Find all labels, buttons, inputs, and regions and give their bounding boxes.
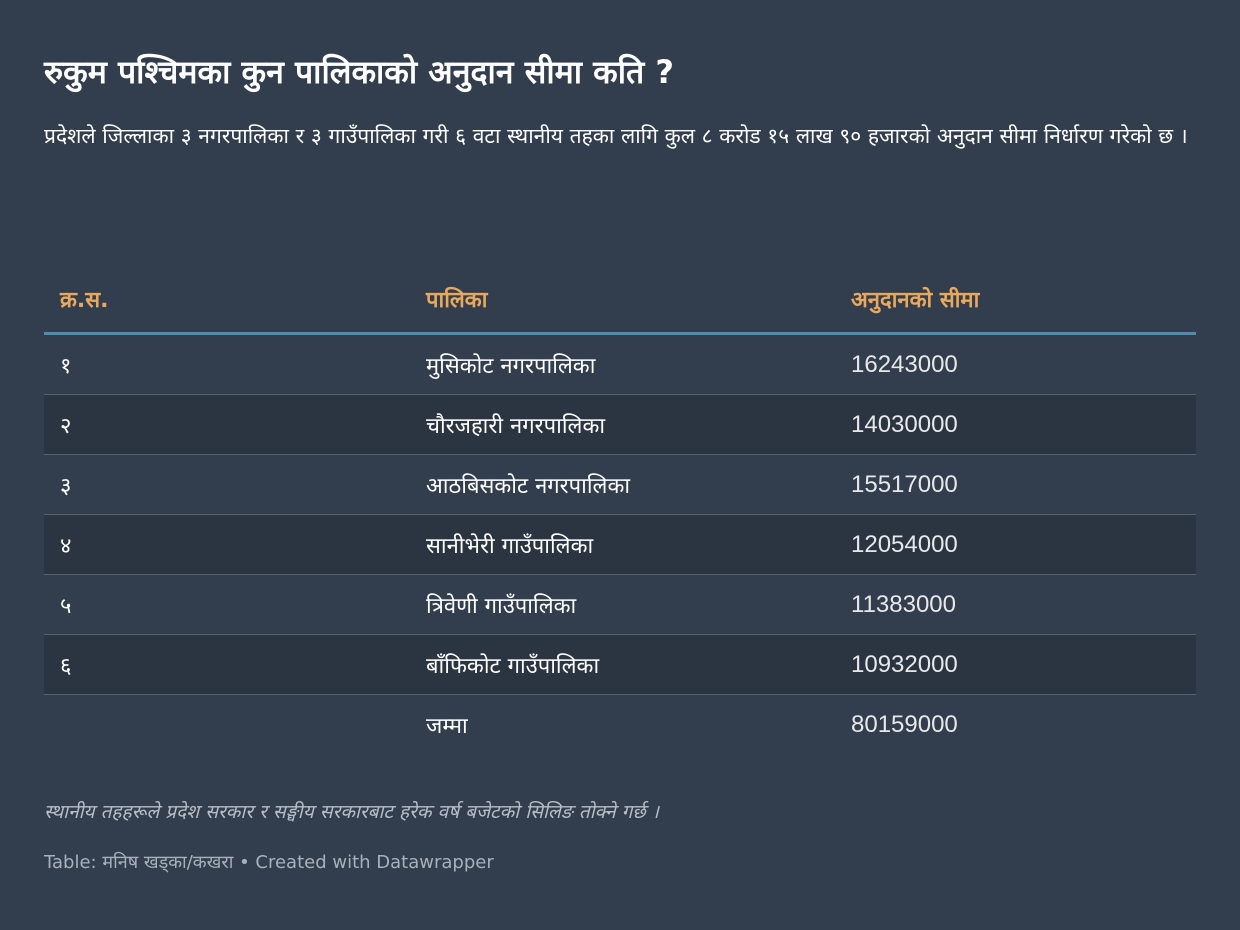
table-cell: ४ xyxy=(44,514,426,575)
data-table: क्र.स. पालिका अनुदानको सीमा १ मुसिकोट नगरपा… xyxy=(44,266,1196,754)
table-row: १ मुसिकोट नगरपालिका 16243000 xyxy=(44,333,1196,395)
title: रुकुम पश्चिमका कुन पालिकाको अनुदान सीमा … xyxy=(44,53,674,91)
table-cell: 11383000 xyxy=(851,574,1196,635)
table-cell: त्रिवेणी गाउँपालिका xyxy=(426,574,851,635)
table-row: ६ बाँफिकोट गाउँपालिका 10932000 xyxy=(44,634,1196,695)
table-cell: १ xyxy=(44,333,426,395)
table-cell: 10932000 xyxy=(851,634,1196,695)
table-body: १ मुसिकोट नगरपालिका 16243000 २ चौरजहारी नगरप… xyxy=(44,333,1196,755)
table-cell: चौरजहारी नगरपालिका xyxy=(426,394,851,455)
note: स्थानीय तहहरूले प्रदेश सरकार र सङ्घीय सर… xyxy=(44,801,659,823)
header-row: क्र.स. पालिका अनुदानको सीमा xyxy=(44,266,1196,335)
table-row: ५ त्रिवेणी गाउँपालिका 11383000 xyxy=(44,574,1196,635)
table-cell: 80159000 xyxy=(851,710,958,738)
table-cell: बाँफिकोट गाउँपालिका xyxy=(426,634,851,695)
table-cell: 12054000 xyxy=(851,514,1196,575)
table-cell: जम्मा xyxy=(426,713,468,739)
table-row: ३ आठबिसकोट नगरपालिका 15517000 xyxy=(44,454,1196,515)
table-cell: ३ xyxy=(44,454,426,515)
table-cell: 16243000 xyxy=(851,333,1196,395)
column-header: क्र.स. xyxy=(44,266,426,335)
table-row: ४ सानीभेरी गाउँपालिका 12054000 xyxy=(44,514,1196,575)
table-cell: ५ xyxy=(44,574,426,635)
table-cell xyxy=(44,695,426,755)
source: Table: मनिष खड्का/कखरा • Created with Da… xyxy=(44,852,494,873)
table-cell: 15517000 xyxy=(851,454,1196,515)
table-cell: मुसिकोट नगरपालिका xyxy=(426,333,851,395)
table-cell: सानीभेरी गाउँपालिका xyxy=(426,514,851,575)
table-cell: 14030000 xyxy=(851,394,1196,455)
column-header: अनुदानको सीमा xyxy=(851,266,1196,335)
subtitle: प्रदेशले जिल्लाका ३ नगरपालिका र ३ गाउँपा… xyxy=(44,124,1188,148)
table-cell: २ xyxy=(44,394,426,455)
table-cell: आठबिसकोट नगरपालिका xyxy=(426,454,851,515)
table-row: जम्मा 80159000 xyxy=(44,695,1196,755)
table-cell: ६ xyxy=(44,634,426,695)
column-header: पालिका xyxy=(426,266,851,335)
table-row: २ चौरजहारी नगरपालिका 14030000 xyxy=(44,394,1196,455)
